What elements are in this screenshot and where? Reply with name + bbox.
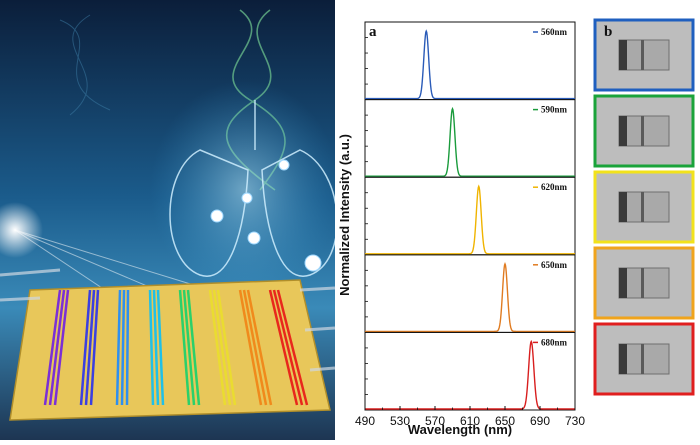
device-divider [641,268,644,298]
device-divider [641,40,644,70]
legend-560nm: 560nm [533,27,568,37]
stripe-line [84,289,96,406]
stripe-line [89,289,100,406]
micrograph-1 [593,18,695,92]
subplot-620nm: 620nm [364,176,576,256]
illustration-panel [0,0,335,440]
series-line-590nm [365,106,575,177]
emission-stripes [43,289,309,406]
grid-rails [0,268,335,372]
micrograph-panel: b [593,18,695,396]
stripe-line [212,289,232,406]
stripe-line [186,289,201,406]
stripe-line [242,289,268,406]
stripe-line [246,289,273,406]
micrograph-4 [593,246,695,320]
stripe-line [125,289,130,406]
series-line-560nm [365,29,575,100]
series-line-620nm [365,184,575,255]
lung-glow [150,80,335,300]
micrograph-5 [593,322,695,396]
subplot-650nm: 650nm [364,254,576,333]
light-source [0,202,43,258]
lung-outline [169,100,335,277]
device-shadow-edge [619,268,627,298]
stripe-line [216,289,237,406]
stripe-line [79,289,92,406]
stripe-line [120,289,126,406]
x-tick-label: 690 [530,414,550,428]
micrograph-panel-label: b [604,24,612,40]
legend-label: 680nm [541,337,568,347]
legend-label: 650nm [541,260,568,270]
legend-label: 560nm [541,27,568,37]
y-axis-label: Normalized Intensity (a.u.) [337,134,352,296]
device-shadow-edge [619,40,627,70]
x-axis-ticks: 490 530 570 610 650 690 730 [355,406,585,428]
stripe-line [272,289,304,406]
subplot-590nm: 590nm [364,99,576,178]
stripe-line [152,289,160,406]
device-divider [641,116,644,146]
device-shadow-edge [619,344,627,374]
stripe-line [276,289,309,406]
subplot-680nm: 680nm [364,331,576,411]
device-divider [641,344,644,374]
series-line-650nm [365,262,575,333]
stripe-line [48,289,66,406]
series-line-680nm [365,339,575,410]
micrograph-frames [593,18,695,396]
subplots: 560nm 590nm 620nm 650nm 680nm [364,21,576,411]
legend-620nm: 620nm [533,182,568,192]
micrograph-2 [593,94,695,168]
stripe-line [178,289,191,406]
stripe-line [182,289,196,406]
stripe-line [156,289,165,406]
device-divider [641,192,644,222]
legend-590nm: 590nm [533,105,568,115]
stripe-line [238,289,263,406]
legend-label: 620nm [541,182,568,192]
x-tick-label: 570 [425,414,445,428]
spectra-panel-label: a [369,24,377,40]
device-shadow-edge [619,116,627,146]
subplot-560nm: 560nm [364,21,576,101]
stripe-line [268,289,299,406]
stripe-line [148,289,155,406]
device-shadow-edge [619,192,627,222]
x-tick-label: 650 [495,414,515,428]
dna-helix-faint [59,14,111,116]
stripe-line [208,289,227,406]
x-tick-label: 730 [565,414,585,428]
micrograph-3 [593,170,695,244]
x-tick-label: 530 [390,414,410,428]
legend-650nm: 650nm [533,260,568,270]
legend-680nm: 680nm [533,337,568,347]
spectra-chart: a Normalized Intensity (a.u.) 560nm 590nm… [337,21,585,437]
x-tick-label: 610 [460,414,480,428]
stripe-line [43,289,62,406]
x-tick-label: 490 [355,414,375,428]
legend-label: 590nm [541,105,568,115]
x-axis-label: Wavelength (nm) [408,422,512,437]
stripe-line [53,289,70,406]
stripe-line [115,289,122,406]
